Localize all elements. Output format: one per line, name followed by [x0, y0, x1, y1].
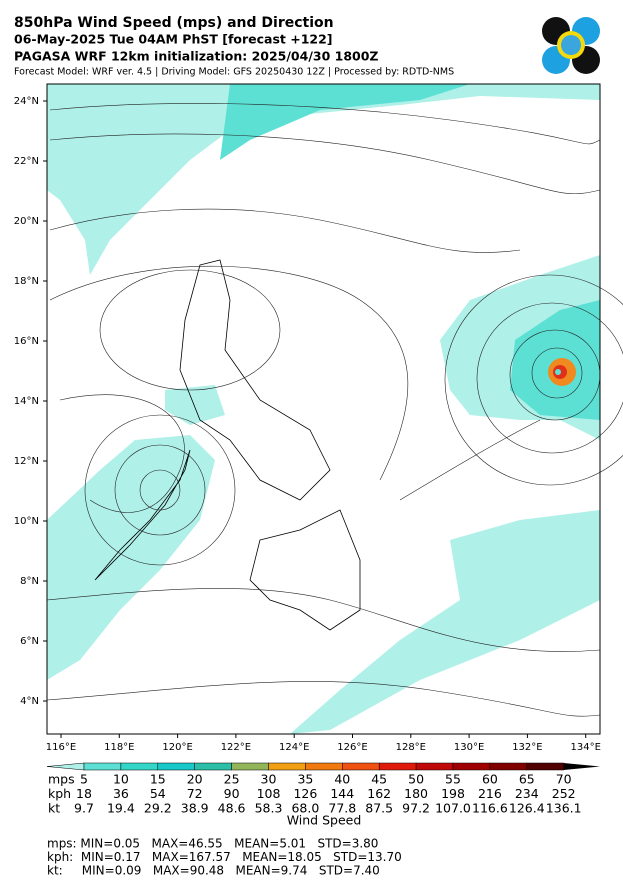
lon-label: 118°E — [104, 742, 134, 753]
colorbar-segment — [268, 762, 306, 771]
colorbar-title: Wind Speed — [287, 813, 362, 828]
colorbar-label: 144 — [330, 786, 354, 801]
title: 850hPa Wind Speed (mps) and Direction — [14, 15, 334, 31]
colorbar-label: 58.3 — [255, 801, 283, 816]
colorbar-label: 97.2 — [402, 801, 430, 816]
lat-label: 18°N — [14, 276, 39, 287]
colorbar: mps 5 10 15 20 25 30 35 40 45 50 55 60 65 70 kph 18 36 54 7… — [46, 762, 600, 828]
colorbar-label: 72 — [187, 786, 203, 801]
lat-label: 12°N — [14, 456, 39, 467]
lon-label: 116°E — [46, 742, 76, 753]
stats-line: kt: MIN=0.09 MAX=90.48 MEAN=9.74 STD=7.4… — [47, 864, 380, 878]
lat-label: 6°N — [20, 636, 39, 647]
colorbar-label: 136.1 — [546, 801, 582, 816]
colorbar-label: 234 — [515, 786, 539, 801]
colorbar-end — [563, 763, 600, 770]
lat-label: 8°N — [20, 576, 39, 587]
colorbar-label: 180 — [404, 786, 428, 801]
colorbar-label: 45 — [371, 772, 387, 787]
colorbar-label: 65 — [519, 772, 535, 787]
colorbar-segment — [489, 762, 528, 771]
colorbar-segment — [231, 762, 269, 771]
colorbar-label: 48.6 — [218, 801, 246, 816]
model-info: Forecast Model: WRF ver. 4.5 | Driving M… — [14, 67, 454, 78]
colorbar-label: 9.7 — [74, 801, 94, 816]
colorbar-label: 216 — [478, 786, 502, 801]
colorbar-label: 162 — [367, 786, 391, 801]
colorbar-segment — [452, 762, 491, 771]
lat-label: 4°N — [20, 696, 39, 707]
colorbar-label: 50 — [408, 772, 424, 787]
colorbar-label: 107.0 — [435, 801, 471, 816]
colorbar-label: 87.5 — [365, 801, 393, 816]
colorbar-label: 126.4 — [509, 801, 545, 816]
colorbar-label: 19.4 — [107, 801, 135, 816]
colorbar-label: 108 — [257, 786, 281, 801]
lon-label: 128°E — [396, 742, 426, 753]
lon-label: 126°E — [337, 742, 367, 753]
stats-line: mps: MIN=0.05 MAX=46.55 MEAN=5.01 STD=3.… — [47, 837, 378, 851]
stats-line: kph: MIN=0.17 MAX=167.57 MEAN=18.05 STD=… — [47, 850, 402, 864]
colorbar-label: 20 — [187, 772, 203, 787]
colorbar-label: 36 — [113, 786, 129, 801]
lon-label: 122°E — [221, 742, 251, 753]
colorbar-label: 198 — [441, 786, 465, 801]
lat-label: 14°N — [14, 396, 39, 407]
colorbar-segment — [415, 762, 454, 771]
colorbar-label: 54 — [150, 786, 166, 801]
colorbar-label: 15 — [150, 772, 166, 787]
colorbar-label: 35 — [297, 772, 313, 787]
subtitle: 06-May-2025 Tue 04AM PhST [forecast +122… — [14, 32, 333, 47]
colorbar-label: 18 — [76, 786, 92, 801]
colorbar-segment — [83, 762, 122, 771]
colorbar-label: 77.8 — [328, 801, 356, 816]
lon-label: 124°E — [279, 742, 309, 753]
unit-label: mps — [48, 772, 75, 787]
colorbar-label: 55 — [445, 772, 461, 787]
lon-label: 134°E — [570, 742, 600, 753]
colorbar-label: 70 — [556, 772, 572, 787]
colorbar-segment — [526, 762, 564, 771]
lat-label: 24°N — [14, 96, 39, 107]
unit-label: kt — [48, 801, 60, 816]
colorbar-label: 5 — [80, 772, 88, 787]
lon-label: 130°E — [454, 742, 484, 753]
colorbar-label: 30 — [261, 772, 277, 787]
colorbar-label: 38.9 — [181, 801, 209, 816]
logo — [542, 17, 600, 74]
colorbar-label: 68.0 — [291, 801, 319, 816]
map — [46, 83, 623, 735]
subtitle: PAGASA WRF 12km initialization: 2025/04/… — [14, 49, 379, 64]
lon-label: 120°E — [162, 742, 192, 753]
lat-label: 10°N — [14, 516, 39, 527]
lat-label: 20°N — [14, 216, 39, 227]
lon-label: 132°E — [512, 742, 542, 753]
colorbar-label: 25 — [224, 772, 240, 787]
lat-label: 16°N — [14, 336, 39, 347]
colorbar-label: 252 — [552, 786, 576, 801]
colorbar-label: 29.2 — [144, 801, 172, 816]
colorbar-segment — [157, 762, 195, 771]
colorbar-label: 126 — [293, 786, 317, 801]
lat-label: 22°N — [14, 156, 39, 167]
colorbar-segment — [342, 762, 380, 771]
colorbar-label: 10 — [113, 772, 129, 787]
colorbar-label: 90 — [224, 786, 240, 801]
colorbar-segment — [305, 762, 343, 771]
colorbar-segment — [378, 762, 417, 771]
colorbar-label: 116.6 — [472, 801, 508, 816]
colorbar-end — [46, 762, 85, 771]
colorbar-segment — [194, 762, 232, 771]
unit-label: kph — [48, 786, 71, 801]
colorbar-label: 40 — [334, 772, 350, 787]
colorbar-label: 60 — [482, 772, 498, 787]
colorbar-segment — [120, 762, 159, 771]
